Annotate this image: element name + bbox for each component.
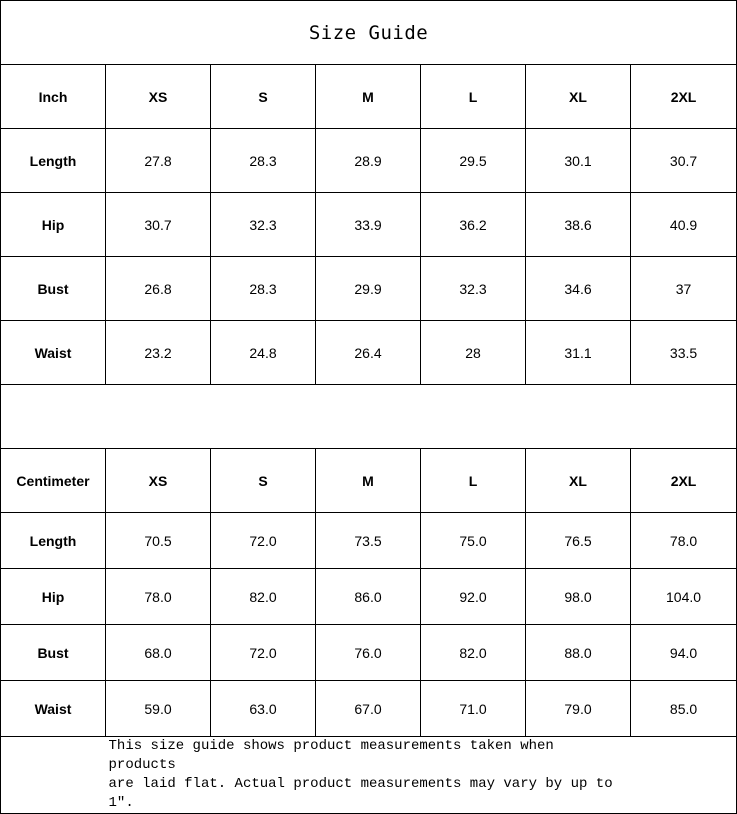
size-header: S xyxy=(210,64,316,129)
measurement-value: 24.8 xyxy=(210,320,316,385)
table-row: Bust 68.0 72.0 76.0 82.0 88.0 94.0 xyxy=(0,624,737,681)
measurement-value: 72.0 xyxy=(210,624,316,681)
measurement-value: 78.0 xyxy=(105,568,211,625)
size-header: M xyxy=(315,64,421,129)
spacer-cell xyxy=(0,384,737,449)
measurement-value: 71.0 xyxy=(420,680,526,737)
measurement-value: 68.0 xyxy=(105,624,211,681)
size-header: XL xyxy=(525,448,631,513)
inch-header-row: Inch XS S M L XL 2XL xyxy=(0,64,737,129)
table-row: Bust 26.8 28.3 29.9 32.3 34.6 37 xyxy=(0,256,737,321)
measurement-value: 33.9 xyxy=(315,192,421,257)
measurement-value: 28 xyxy=(420,320,526,385)
size-header: XS xyxy=(105,448,211,513)
measurement-label: Bust xyxy=(0,624,106,681)
footer-line-2: are laid flat. Actual product measuremen… xyxy=(108,776,613,811)
measurement-value: 86.0 xyxy=(315,568,421,625)
measurement-value: 26.4 xyxy=(315,320,421,385)
measurement-label: Bust xyxy=(0,256,106,321)
measurement-label: Length xyxy=(0,512,106,569)
measurement-value: 29.5 xyxy=(420,128,526,193)
measurement-value: 30.1 xyxy=(525,128,631,193)
measurement-value: 70.5 xyxy=(105,512,211,569)
spacer-row xyxy=(0,384,737,449)
measurement-value: 33.5 xyxy=(629,320,737,385)
measurement-value: 82.0 xyxy=(210,568,316,625)
measurement-value: 31.1 xyxy=(525,320,631,385)
measurement-value: 75.0 xyxy=(420,512,526,569)
table-row: Length 27.8 28.3 28.9 29.5 30.1 30.7 xyxy=(0,128,737,193)
size-header: S xyxy=(210,448,316,513)
measurement-value: 36.2 xyxy=(420,192,526,257)
measurement-value: 30.7 xyxy=(629,128,737,193)
size-header: L xyxy=(420,64,526,129)
measurement-value: 59.0 xyxy=(105,680,211,737)
measurement-label: Waist xyxy=(0,680,106,737)
measurement-value: 30.7 xyxy=(105,192,211,257)
size-header: XS xyxy=(105,64,211,129)
measurement-label: Length xyxy=(0,128,106,193)
measurement-value: 94.0 xyxy=(629,624,737,681)
measurement-value: 28.3 xyxy=(210,256,316,321)
footer-text: This size guide shows product measuremen… xyxy=(109,737,629,813)
measurement-value: 40.9 xyxy=(629,192,737,257)
measurement-value: 34.6 xyxy=(525,256,631,321)
measurement-value: 67.0 xyxy=(315,680,421,737)
size-header: 2XL xyxy=(629,448,737,513)
table-row: Waist 59.0 63.0 67.0 71.0 79.0 85.0 xyxy=(0,680,737,737)
measurement-value: 23.2 xyxy=(105,320,211,385)
unit-label: Centimeter xyxy=(0,448,106,513)
unit-label: Inch xyxy=(0,64,106,129)
table-row: Waist 23.2 24.8 26.4 28 31.1 33.5 xyxy=(0,320,737,385)
table-row: Hip 30.7 32.3 33.9 36.2 38.6 40.9 xyxy=(0,192,737,257)
measurement-value: 92.0 xyxy=(420,568,526,625)
measurement-value: 79.0 xyxy=(525,680,631,737)
measurement-value: 98.0 xyxy=(525,568,631,625)
footer-note: This size guide shows product measuremen… xyxy=(0,736,737,814)
measurement-value: 82.0 xyxy=(420,624,526,681)
measurement-value: 26.8 xyxy=(105,256,211,321)
measurement-value: 28.9 xyxy=(315,128,421,193)
measurement-value: 63.0 xyxy=(210,680,316,737)
size-header: M xyxy=(315,448,421,513)
measurement-value: 72.0 xyxy=(210,512,316,569)
table-row: Length 70.5 72.0 73.5 75.0 76.5 78.0 xyxy=(0,512,737,569)
measurement-value: 28.3 xyxy=(210,128,316,193)
size-header: L xyxy=(420,448,526,513)
measurement-value: 37 xyxy=(629,256,737,321)
measurement-label: Hip xyxy=(0,568,106,625)
measurement-value: 32.3 xyxy=(210,192,316,257)
measurement-value: 104.0 xyxy=(629,568,737,625)
size-header: XL xyxy=(525,64,631,129)
table-row: Hip 78.0 82.0 86.0 92.0 98.0 104.0 xyxy=(0,568,737,625)
measurement-label: Hip xyxy=(0,192,106,257)
measurement-value: 85.0 xyxy=(629,680,737,737)
footer-line-1: This size guide shows product measuremen… xyxy=(108,738,554,773)
measurement-label: Waist xyxy=(0,320,106,385)
measurement-value: 29.9 xyxy=(315,256,421,321)
measurement-value: 32.3 xyxy=(420,256,526,321)
measurement-value: 76.0 xyxy=(315,624,421,681)
measurement-value: 73.5 xyxy=(315,512,421,569)
page-title: Size Guide xyxy=(0,0,737,65)
centimeter-header-row: Centimeter XS S M L XL 2XL xyxy=(0,448,737,513)
footer-row: This size guide shows product measuremen… xyxy=(0,736,737,814)
measurement-value: 27.8 xyxy=(105,128,211,193)
measurement-value: 88.0 xyxy=(525,624,631,681)
measurement-value: 78.0 xyxy=(629,512,737,569)
size-header: 2XL xyxy=(629,64,737,129)
measurement-value: 38.6 xyxy=(525,192,631,257)
measurement-value: 76.5 xyxy=(525,512,631,569)
